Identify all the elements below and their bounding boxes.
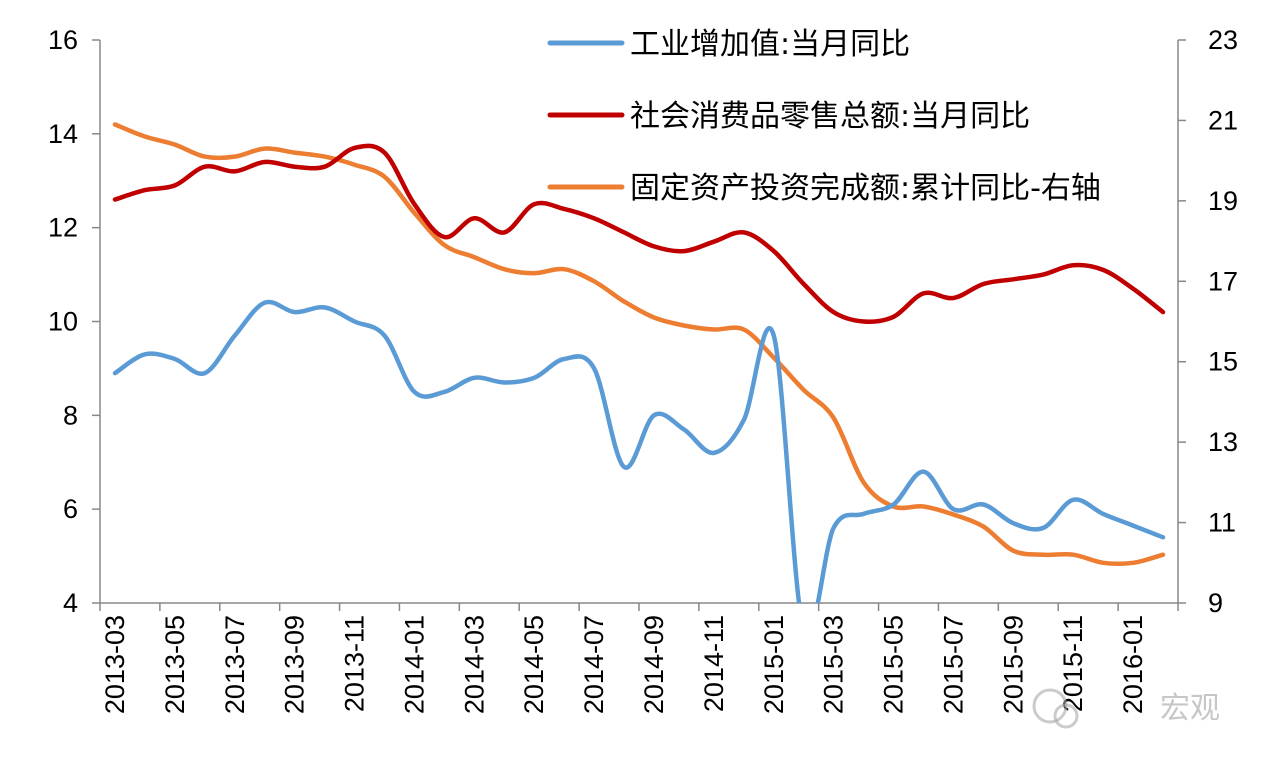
x-tick-label: 2015-07 (938, 615, 968, 714)
y-right-tick-label: 23 (1208, 25, 1238, 55)
series-line-fixed-asset-investment (112, 122, 1166, 567)
watermark: 宏观 (1032, 688, 1220, 729)
y-left-tick-label: 12 (48, 213, 78, 243)
x-tick-label: 2015-01 (759, 615, 789, 714)
y-left-tick-label: 14 (48, 119, 78, 149)
x-tick-label: 2014-05 (519, 615, 549, 714)
y-left-tick-label: 10 (48, 307, 78, 337)
y-right-tick-label: 21 (1208, 105, 1238, 135)
y-right-tick-label: 15 (1208, 347, 1238, 377)
y-right-tick-label: 13 (1208, 427, 1238, 457)
x-tick-label: 2013-07 (220, 615, 250, 714)
x-tick-label: 2014-11 (699, 615, 729, 712)
x-tick-label: 2016-01 (1118, 615, 1148, 714)
y-left-tick-label: 4 (63, 588, 78, 618)
watermark-text: 宏观 (1160, 691, 1220, 726)
wechat-icon-bubble (1053, 703, 1079, 729)
x-tick-label: 2015-09 (998, 615, 1028, 714)
series-line-industrial-value-added (112, 299, 1166, 603)
y-right-tick-label: 11 (1208, 508, 1236, 538)
y-left-tick-label: 16 (48, 25, 78, 55)
x-tick-label: 2014-07 (579, 615, 609, 714)
legend-label-industrial: 工业增加值:当月同比 (630, 27, 910, 62)
legend: 工业增加值:当月同比 社会消费品零售总额:当月同比 固定资产投资完成额:累计同比… (547, 27, 1101, 206)
y-right-tick-label: 17 (1208, 266, 1238, 296)
legend-label-retail: 社会消费品零售总额:当月同比 (630, 99, 1030, 134)
axes: 4 6 8 10 12 14 16 9 11 13 15 17 19 21 23 2013-03 2013-05… (48, 25, 1238, 714)
series-layer (112, 122, 1166, 603)
y-left-tick-label: 8 (63, 400, 78, 430)
x-tick-label: 2013-09 (280, 615, 310, 714)
x-tick-label: 2013-11 (340, 615, 370, 712)
x-tick-label: 2014-01 (399, 615, 429, 714)
x-tick-label: 2013-03 (100, 615, 130, 714)
y-left-tick-label: 6 (63, 494, 78, 524)
x-tick-label: 2014-03 (459, 615, 489, 714)
legend-label-fai: 固定资产投资完成额:累计同比-右轴 (630, 171, 1101, 206)
x-tick-label: 2015-03 (819, 615, 849, 714)
y-right-tick-label: 19 (1208, 186, 1238, 216)
y-right-tick-label: 9 (1208, 588, 1223, 618)
series-line-retail-sales (112, 143, 1166, 325)
x-tick-label: 2015-05 (879, 615, 909, 714)
x-tick-label: 2014-09 (639, 615, 669, 714)
x-tick-label: 2013-05 (160, 615, 190, 714)
